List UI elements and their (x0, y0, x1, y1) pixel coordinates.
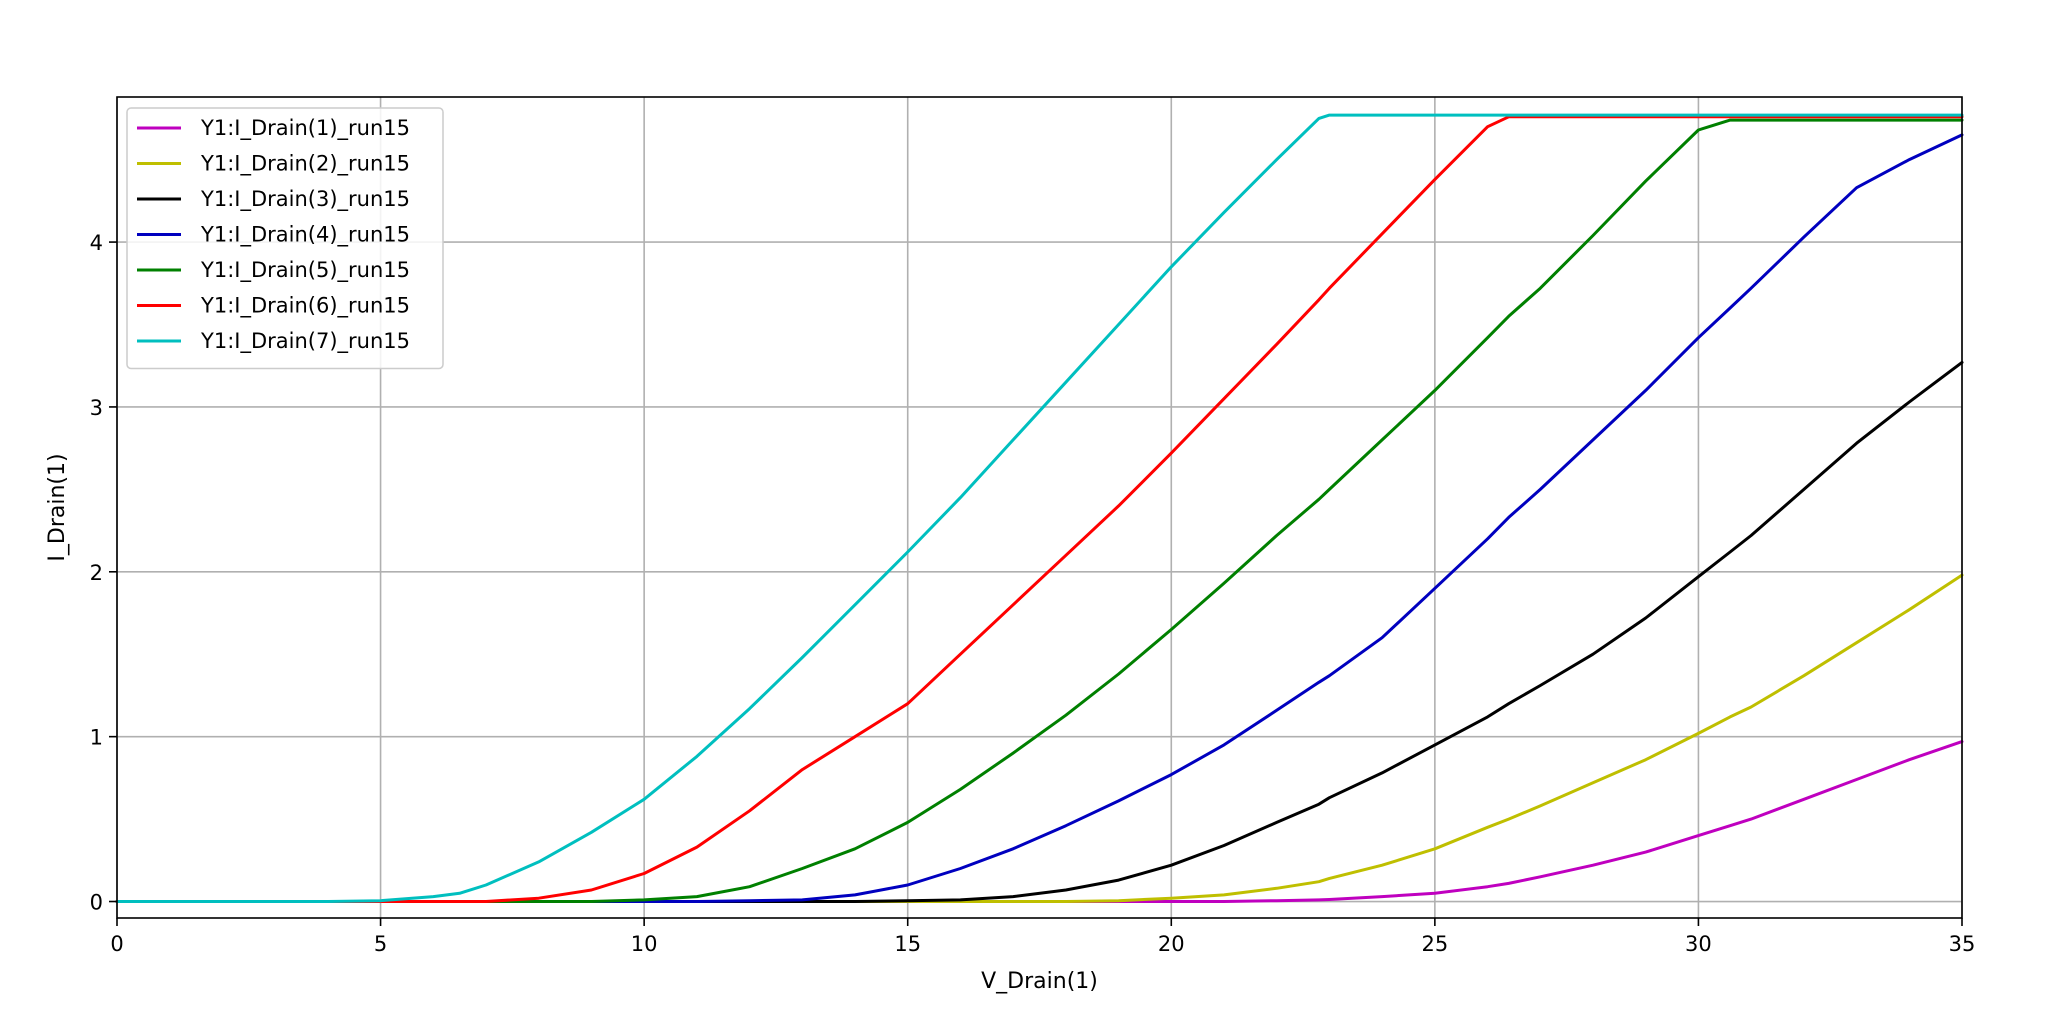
series-line-6 (115, 115, 1964, 903)
legend-label: Y1:I_Drain(1)_run15 (200, 116, 410, 141)
plot-frame (116, 96, 1963, 919)
legend: Y1:I_Drain(1)_run15 Y1:I_Drain(2)_run15 Y1… (126, 107, 444, 370)
axis-ticks: 0 5 10 15 20 25 30 35 0 1 2 3 4 (90, 231, 1976, 956)
legend-label: Y1:I_Drain(4)_run15 (200, 223, 410, 248)
legend-label: Y1:I_Drain(3)_run15 (200, 187, 410, 212)
x-axis-label: V_Drain(1) (981, 969, 1098, 994)
y-axis-label: I_Drain(1) (45, 453, 70, 561)
x-tick-label: 15 (894, 932, 921, 956)
legend-label: Y1:I_Drain(5)_run15 (200, 258, 410, 283)
series-line-3 (115, 360, 1964, 903)
x-tick-label: 25 (1421, 932, 1448, 956)
series-lines (115, 113, 1964, 903)
x-tick-label: 30 (1685, 932, 1712, 956)
legend-label: Y1:I_Drain(6)_run15 (200, 294, 410, 319)
y-tick-label: 3 (90, 396, 103, 420)
x-tick-label: 10 (631, 932, 658, 956)
series-line-1 (115, 740, 1964, 903)
legend-box (126, 107, 444, 370)
x-tick-label: 20 (1158, 932, 1185, 956)
y-tick-label: 2 (90, 561, 103, 585)
x-tick-label: 5 (374, 932, 387, 956)
x-tick-label: 0 (110, 932, 123, 956)
y-tick-label: 4 (90, 231, 103, 255)
legend-label: Y1:I_Drain(7)_run15 (200, 329, 410, 354)
x-tick-label: 35 (1949, 932, 1976, 956)
y-tick-label: 0 (90, 891, 103, 915)
series-line-7 (115, 113, 1964, 903)
legend-label: Y1:I_Drain(2)_run15 (200, 152, 410, 177)
y-tick-label: 1 (90, 726, 103, 750)
series-line-2 (115, 573, 1964, 903)
